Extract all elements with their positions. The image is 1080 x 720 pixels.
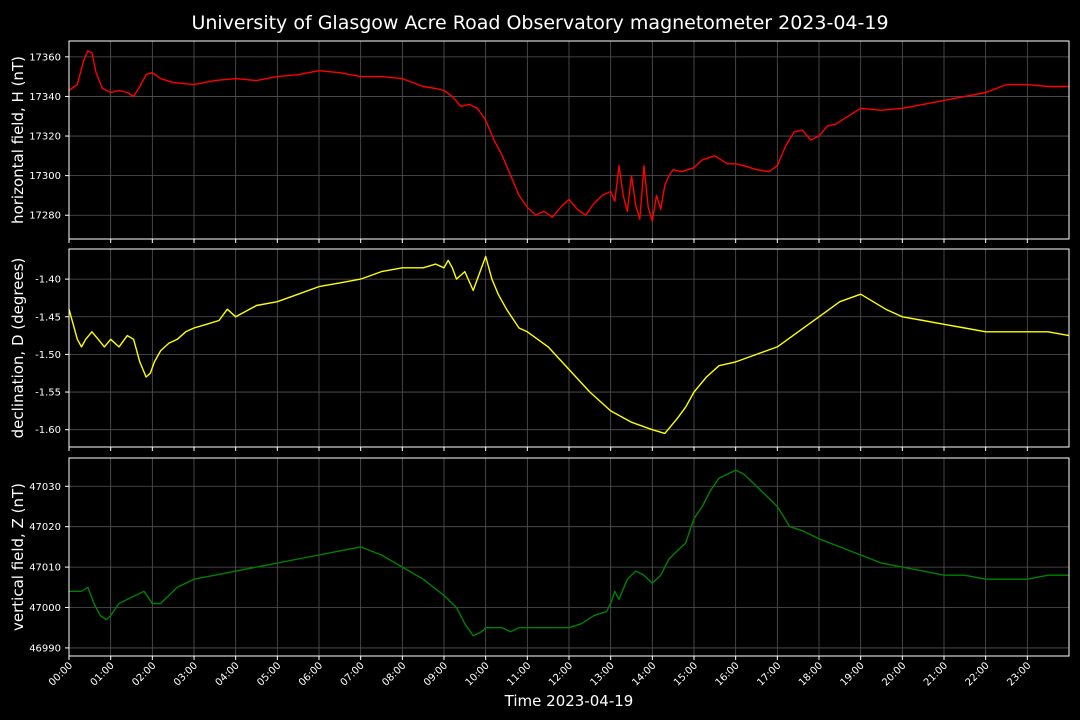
y-tick-label: 17340	[29, 92, 61, 103]
x-tick-label: 08:00	[380, 660, 408, 688]
panel-frame	[68, 40, 1070, 240]
series-line-3	[69, 469, 1069, 637]
x-tick-label: 17:00	[755, 660, 783, 688]
y-tick-label: 47020	[29, 522, 61, 533]
x-tick-label: 02:00	[130, 660, 158, 688]
y-tick-label: -1.50	[35, 350, 61, 361]
x-tick-label: 21:00	[922, 660, 950, 688]
y-tick-label: 47030	[29, 482, 61, 493]
x-tick-label: 05:00	[255, 660, 283, 688]
y-tick-label: 17280	[29, 211, 61, 222]
x-tick-label: 09:00	[422, 660, 450, 688]
x-tick-label: 07:00	[339, 660, 367, 688]
x-tick-label: 04:00	[214, 660, 242, 688]
x-axis-label: Time 2023-04-19	[504, 692, 634, 710]
x-tick-label: 13:00	[589, 660, 617, 688]
y-tick-label: 17320	[29, 132, 61, 143]
y-tick-label: 17300	[29, 171, 61, 182]
x-tick-label: 23:00	[1005, 660, 1033, 688]
y-tick-label: 47010	[29, 563, 61, 574]
x-tick-label: 22:00	[964, 660, 992, 688]
x-tick-label: 19:00	[839, 660, 867, 688]
x-tick-label: 11:00	[505, 660, 533, 688]
series-line-2	[68, 255, 1070, 435]
series-line-1	[68, 50, 1069, 222]
panel-frame	[68, 248, 1070, 448]
y-tick-label: -1.55	[35, 388, 61, 399]
y-tick-label: -1.60	[35, 425, 61, 436]
y-tick-label: 46990	[29, 643, 61, 654]
x-tick-label: 15:00	[672, 660, 700, 688]
x-tick-label: 03:00	[172, 660, 200, 688]
x-tick-label: 10:00	[464, 660, 492, 688]
x-tick-label: 14:00	[630, 660, 658, 688]
x-tick-label: 16:00	[714, 660, 742, 688]
chart-title: University of Glasgow Acre Road Observat…	[191, 12, 888, 34]
y-tick-label: -1.45	[35, 312, 61, 323]
y-tick-label: -1.40	[35, 275, 61, 286]
y-axis-label: horizontal field, H (nT)	[9, 56, 27, 224]
y-axis-label: vertical field, Z (nT)	[9, 483, 27, 631]
panel-2: -1.60 -1.55 -1.50 -1.45 -1.40 declination, D …	[9, 248, 1070, 451]
panel-frame	[68, 457, 1070, 657]
x-tick-label: 18:00	[797, 660, 825, 688]
x-tick-label: 20:00	[880, 660, 908, 688]
x-tick-label: 00:00	[47, 660, 75, 688]
x-tick-label: 12:00	[547, 660, 575, 688]
x-tick-label: 06:00	[297, 660, 325, 688]
y-tick-label: 17360	[29, 52, 61, 63]
x-tick-label: 01:00	[89, 660, 117, 688]
y-axis-label: declination, D (degrees)	[9, 258, 27, 439]
y-tick-label: 47000	[29, 603, 61, 614]
